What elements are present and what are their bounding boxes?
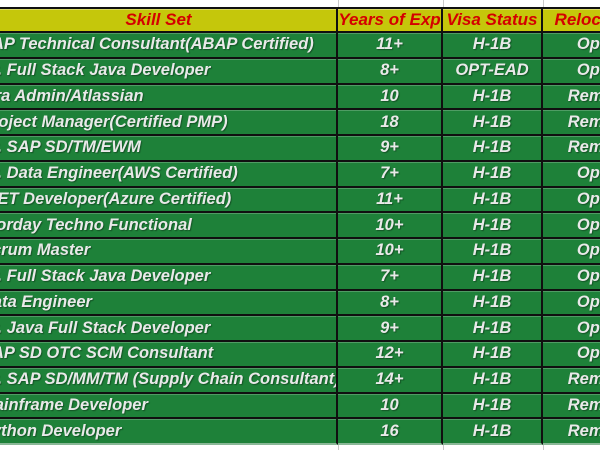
relocation-cell[interactable]: Open <box>543 342 600 368</box>
years-cell[interactable]: 10+ <box>338 239 443 265</box>
relocation-cell[interactable]: Remote <box>543 84 600 111</box>
skill-set-cell[interactable]: Project Manager(Certified PMP) <box>0 110 338 136</box>
visa-cell[interactable]: OPT-EAD <box>443 58 543 85</box>
skill-set-cell[interactable]: SAP SD OTC SCM Consultant <box>0 342 338 368</box>
table-row: Worday Techno Functional 10+ H-1B Open <box>0 213 600 239</box>
relocation-cell[interactable]: Remote <box>543 367 600 394</box>
skill-set-cell[interactable]: Sr. Data Engineer(AWS Certified) <box>0 161 338 188</box>
relocation-cell[interactable]: Open <box>543 264 600 291</box>
relocation-cell[interactable]: Open <box>543 58 600 85</box>
skill-set-cell[interactable]: Worday Techno Functional <box>0 213 338 239</box>
visa-cell[interactable]: H-1B <box>443 419 543 445</box>
header-years-of-exp[interactable]: Years of Exp <box>338 7 443 33</box>
gridline <box>443 0 444 7</box>
table-row: Project Manager(Certified PMP) 18 H-1B R… <box>0 110 600 136</box>
relocation-cell[interactable]: Remote <box>543 393 600 420</box>
years-cell[interactable]: 10 <box>338 393 443 420</box>
skill-set-cell[interactable]: Sr. Full Stack Java Developer <box>0 264 338 291</box>
gridline <box>543 445 544 450</box>
gridline <box>338 0 339 7</box>
table-row: SAP SD OTC SCM Consultant 12+ H-1B Open <box>0 342 600 368</box>
header-relocation[interactable]: Relocation <box>543 7 600 33</box>
years-cell[interactable]: 9+ <box>338 136 443 162</box>
relocation-cell[interactable]: Remote <box>543 110 600 136</box>
table-row: Sr. Full Stack Java Developer 7+ H-1B Op… <box>0 264 600 291</box>
table-row: SAP Technical Consultant(ABAP Certified)… <box>0 33 600 59</box>
table-row: Sr. SAP SD/TM/EWM 9+ H-1B Remote <box>0 136 600 162</box>
table-row: Sr. SAP SD/MM/TM (Supply Chain Consultan… <box>0 367 600 394</box>
years-cell[interactable]: 8+ <box>338 290 443 317</box>
table-row: Python Developer 16 H-1B Remote <box>0 419 600 445</box>
visa-cell[interactable]: H-1B <box>443 33 543 59</box>
skill-set-cell[interactable]: Sr. SAP SD/MM/TM (Supply Chain Consultan… <box>0 367 338 394</box>
visa-cell[interactable]: H-1B <box>443 136 543 162</box>
visa-cell[interactable]: H-1B <box>443 239 543 265</box>
years-cell[interactable]: 10+ <box>338 213 443 239</box>
years-cell[interactable]: 14+ <box>338 367 443 394</box>
visa-cell[interactable]: H-1B <box>443 316 543 342</box>
relocation-cell[interactable]: Open <box>543 239 600 265</box>
skill-set-cell[interactable]: .NET Developer(Azure Certified) <box>0 187 338 214</box>
relocation-cell[interactable]: Remote <box>543 136 600 162</box>
visa-cell[interactable]: H-1B <box>443 342 543 368</box>
table-row: Jira Admin/Atlassian 10 H-1B Remote <box>0 84 600 111</box>
gridline <box>338 445 339 450</box>
years-cell[interactable]: 7+ <box>338 264 443 291</box>
skill-set-cell[interactable]: Data Engineer <box>0 290 338 317</box>
visa-cell[interactable]: H-1B <box>443 110 543 136</box>
table-row: Sr. Full Stack Java Developer 8+ OPT-EAD… <box>0 58 600 85</box>
table-header-row: Skill Set Years of Exp Visa Status Reloc… <box>0 7 600 33</box>
years-cell[interactable]: 11+ <box>338 187 443 214</box>
skill-set-cell[interactable]: Sr. Full Stack Java Developer <box>0 58 338 85</box>
years-cell[interactable]: 10 <box>338 84 443 111</box>
table-row: Sr. Data Engineer(AWS Certified) 7+ H-1B… <box>0 161 600 188</box>
visa-cell[interactable]: H-1B <box>443 367 543 394</box>
relocation-cell[interactable]: Remote <box>543 419 600 445</box>
years-cell[interactable]: 12+ <box>338 342 443 368</box>
skill-set-cell[interactable]: Sr. Java Full Stack Developer <box>0 316 338 342</box>
visa-cell[interactable]: H-1B <box>443 213 543 239</box>
visa-cell[interactable]: H-1B <box>443 264 543 291</box>
years-cell[interactable]: 11+ <box>338 33 443 59</box>
skill-set-cell[interactable]: Python Developer <box>0 419 338 445</box>
table-row: .NET Developer(Azure Certified) 11+ H-1B… <box>0 187 600 214</box>
header-skill-set[interactable]: Skill Set <box>0 7 338 33</box>
table-row: Mainframe Developer 10 H-1B Remote <box>0 393 600 420</box>
relocation-cell[interactable]: Open <box>543 290 600 317</box>
skill-set-cell[interactable]: Jira Admin/Atlassian <box>0 84 338 111</box>
visa-cell[interactable]: H-1B <box>443 393 543 420</box>
skill-set-cell[interactable]: Scrum Master <box>0 239 338 265</box>
table-body: SAP Technical Consultant(ABAP Certified)… <box>0 33 600 445</box>
relocation-cell[interactable]: Open <box>543 316 600 342</box>
table-row: Data Engineer 8+ H-1B Open <box>0 290 600 317</box>
relocation-cell[interactable]: Open <box>543 33 600 59</box>
skills-table: Skill Set Years of Exp Visa Status Reloc… <box>0 7 600 445</box>
skill-set-cell[interactable]: Mainframe Developer <box>0 393 338 420</box>
years-cell[interactable]: 16 <box>338 419 443 445</box>
visa-cell[interactable]: H-1B <box>443 187 543 214</box>
table-row: Scrum Master 10+ H-1B Open <box>0 239 600 265</box>
gridline <box>443 445 444 450</box>
years-cell[interactable]: 18 <box>338 110 443 136</box>
gridline <box>543 0 544 7</box>
visa-cell[interactable]: H-1B <box>443 161 543 188</box>
relocation-cell[interactable]: Open <box>543 213 600 239</box>
years-cell[interactable]: 7+ <box>338 161 443 188</box>
table-row: Sr. Java Full Stack Developer 9+ H-1B Op… <box>0 316 600 342</box>
header-visa-status[interactable]: Visa Status <box>443 7 543 33</box>
visa-cell[interactable]: H-1B <box>443 84 543 111</box>
years-cell[interactable]: 8+ <box>338 58 443 85</box>
skill-set-cell[interactable]: Sr. SAP SD/TM/EWM <box>0 136 338 162</box>
relocation-cell[interactable]: Open <box>543 161 600 188</box>
skill-set-cell[interactable]: SAP Technical Consultant(ABAP Certified) <box>0 33 338 59</box>
visa-cell[interactable]: H-1B <box>443 290 543 317</box>
years-cell[interactable]: 9+ <box>338 316 443 342</box>
relocation-cell[interactable]: Open <box>543 187 600 214</box>
